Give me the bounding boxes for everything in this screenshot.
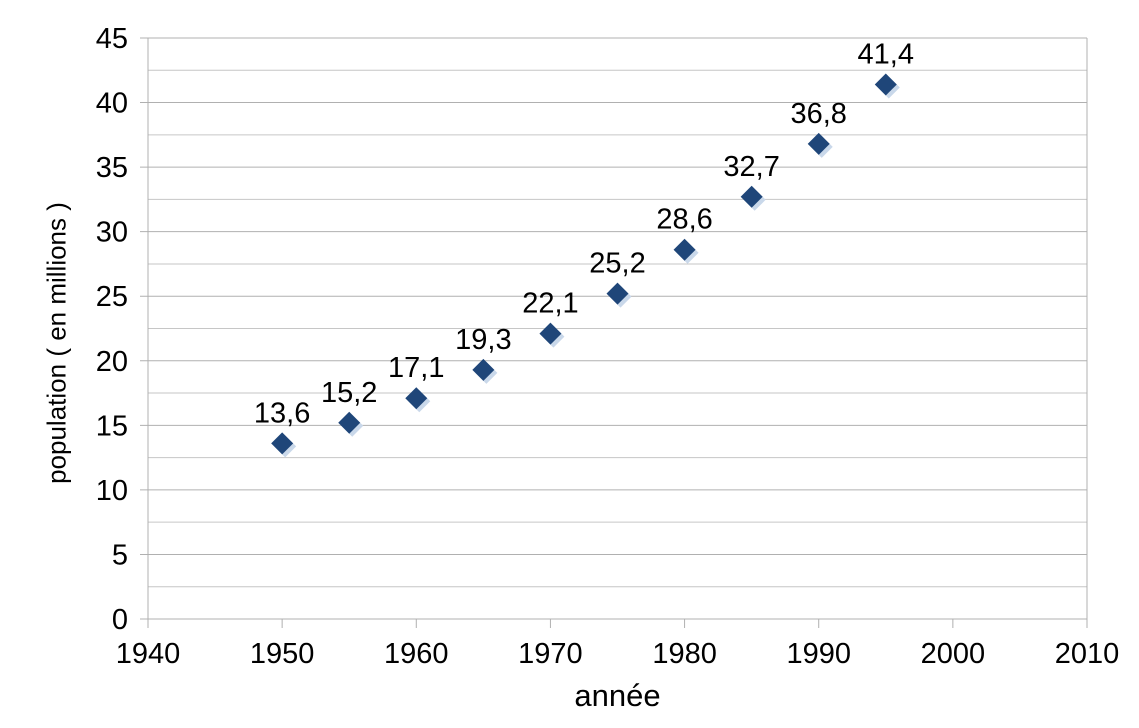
y-tick-label: 15 — [96, 410, 128, 442]
y-tick-label: 35 — [96, 152, 128, 184]
data-point-label: 32,7 — [723, 151, 779, 183]
y-tick-label: 25 — [96, 281, 128, 313]
y-tick-label: 40 — [96, 88, 128, 120]
data-point-label: 41,4 — [858, 38, 914, 70]
data-point-marker — [740, 185, 763, 208]
y-tick-label: 5 — [112, 539, 128, 571]
data-point-label: 17,1 — [388, 352, 444, 384]
y-tick-label: 20 — [96, 346, 128, 378]
data-point-marker — [271, 432, 294, 455]
data-point-label: 19,3 — [455, 324, 511, 356]
data-point-label: 36,8 — [790, 98, 846, 130]
data-point-marker — [472, 358, 495, 381]
x-tick-label: 1980 — [652, 638, 717, 670]
data-point-marker — [673, 238, 696, 261]
y-tick-label: 30 — [96, 217, 128, 249]
data-point-label: 22,1 — [522, 288, 578, 320]
x-tick-label: 1970 — [518, 638, 583, 670]
x-axis-title: année — [574, 678, 661, 713]
x-tick-label: 1960 — [384, 638, 449, 670]
data-point-label: 15,2 — [321, 377, 377, 409]
data-point-marker — [807, 132, 830, 155]
data-point-marker — [405, 387, 428, 410]
data-point-marker — [539, 322, 562, 345]
x-tick-label: 1990 — [786, 638, 851, 670]
data-point-marker — [338, 411, 361, 434]
data-point-marker — [606, 282, 629, 305]
data-point-label: 13,6 — [254, 397, 310, 429]
y-tick-label: 0 — [112, 604, 128, 636]
data-point-label: 28,6 — [656, 204, 712, 236]
x-tick-label: 2010 — [1055, 638, 1120, 670]
y-tick-label: 10 — [96, 475, 128, 507]
y-tick-label: 45 — [96, 23, 128, 55]
x-tick-label: 1950 — [250, 638, 315, 670]
data-point-label: 25,2 — [589, 248, 645, 280]
x-tick-label: 1940 — [116, 638, 181, 670]
data-point-marker — [874, 73, 897, 96]
y-axis-title: population ( en millions ) — [41, 202, 72, 484]
x-tick-label: 2000 — [921, 638, 986, 670]
